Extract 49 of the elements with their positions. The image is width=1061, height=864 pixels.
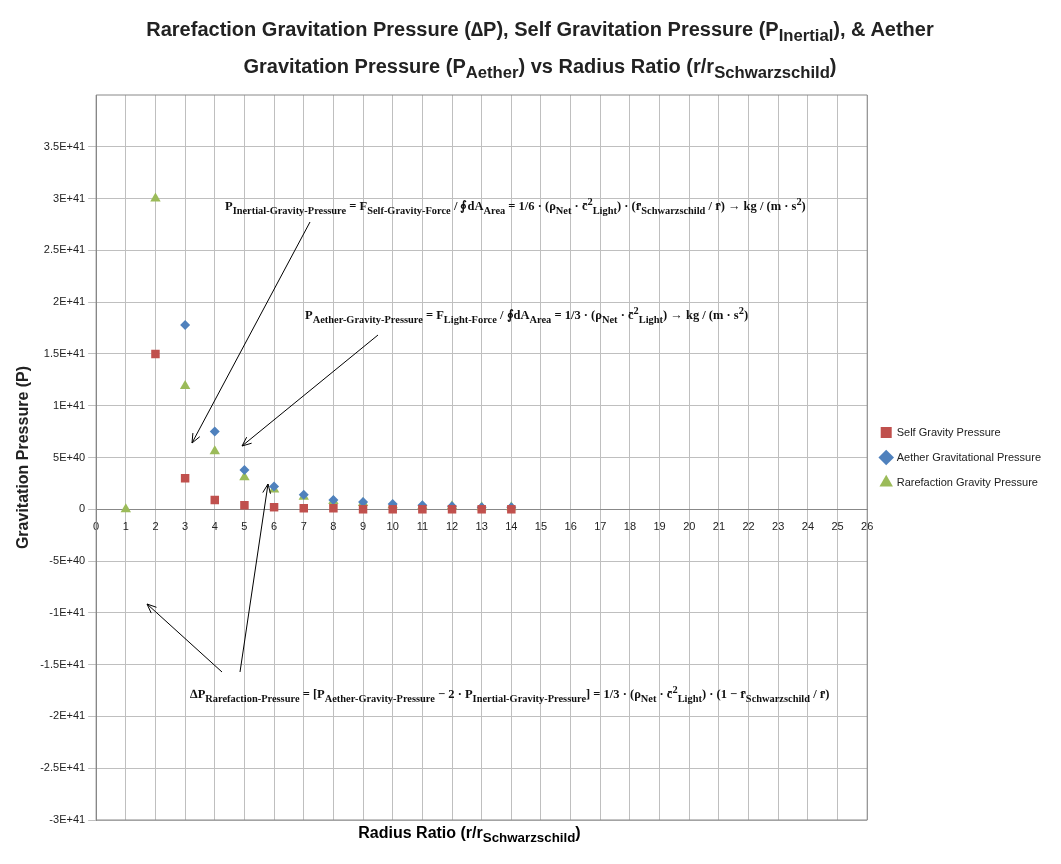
x-tick-label: 2 [152, 519, 159, 532]
y-tick-label: 1E+41 [53, 398, 86, 411]
y-tick-label: -3E+41 [49, 813, 86, 826]
x-tick-label: 10 [386, 519, 399, 532]
x-tick-label: 5 [241, 519, 248, 532]
x-tick-label: 20 [683, 519, 696, 532]
x-tick-label: 9 [359, 519, 367, 532]
legend-label: Rarefaction Gravity Pressure [896, 475, 1038, 488]
x-tick-label: 17 [594, 519, 607, 532]
x-tick-label: 14 [505, 519, 518, 532]
y-tick-label: -2E+41 [49, 709, 86, 722]
x-tick-label: 1 [122, 519, 129, 532]
x-tick-label: 26 [861, 519, 874, 532]
x-tick-label: 23 [772, 519, 785, 532]
x-tick-label: 7 [300, 519, 307, 532]
y-axis-title: Gravitation Pressure (P) [14, 365, 32, 550]
x-tick-label: 4 [211, 519, 218, 532]
x-tick-label: 15 [534, 519, 548, 532]
x-tick-label: 21 [712, 519, 726, 532]
y-tick-label: 5E+40 [53, 450, 86, 463]
x-tick-label: 11 [416, 519, 429, 532]
y-tick-label: 2E+41 [53, 295, 86, 308]
x-tick-label: 25 [831, 519, 844, 532]
y-tick-label: 3.5E+41 [43, 139, 86, 152]
legend-label: Self Gravity Pressure [896, 425, 1001, 438]
text: P$_{Aether-Gravity-Pressure}$ = F$_{Light-Force}$ / ∮dA$_{Area}$ = 1/3 · (ρ$_{Net}$ · c̄$^{2}$$_{Light}$) → kg / (m · s$^{2}$) [305, 305, 749, 325]
y-tick-label: 1.5E+41 [43, 346, 86, 359]
y-tick-label: -1E+41 [49, 605, 86, 618]
text: P$_{Inertial-Gravity-Pressure}$ = F$_{Self-Gravity-Force}$ / ∮dA$_{Area}$ = 1/6 · (ρ$_{Net}$ · c̄$^{2}$$_{Light}$) · (r̄$_{Schwarzschild}$ / r̄) → kg / (m · s$^{2}$) [225, 196, 806, 216]
y-tick-label: 2.5E+41 [43, 243, 86, 256]
x-tick-label: 16 [564, 519, 577, 532]
x-tick-label: 18 [623, 519, 637, 532]
text: ∆P$_{Rarefaction-Pressure}$ = [P$_{Aether-Gravity-Pressure}$ − 2 · P$_{Inertial-Gravity-Pressure}$] = 1/3 · (ρ$_{Net}$ · c̄$^{2}$$_{Light}$) · (1 − r̄$_{Schwarzschild}$ / r̄) [190, 684, 830, 704]
y-tick-label: -2.5E+41 [40, 761, 86, 774]
x-tick-label: 22 [742, 519, 755, 532]
y-tick-label: 3E+41 [53, 191, 86, 204]
x-tick-label: 8 [330, 519, 337, 532]
x-tick-label: 12 [445, 519, 459, 532]
x-tick-label: 24 [801, 519, 815, 532]
y-tick-label: -1.5E+41 [40, 657, 86, 670]
legend-label: Aether Gravitational Pressure [896, 450, 1042, 463]
y-tick-label: -5E+40 [49, 554, 86, 567]
x-axis-title: Radius Ratio (r/r$_{Schwarzschild}$) [357, 824, 582, 846]
chart-title: Rarefaction Gravitation Pressure (∆P), Self Gravitation Pressure (P$_{Inertial}$), & Aether Gravitation Pressure (P$_{Aether}$) vs Radius Ratio (r/r$_{Schwarzschild}$) [146, 18, 934, 82]
x-tick-label: 13 [475, 519, 488, 532]
y-tick-label: 0 [79, 502, 86, 515]
x-tick-label: 3 [182, 519, 189, 532]
x-tick-label: 6 [271, 519, 278, 532]
x-tick-label: 19 [653, 519, 666, 532]
